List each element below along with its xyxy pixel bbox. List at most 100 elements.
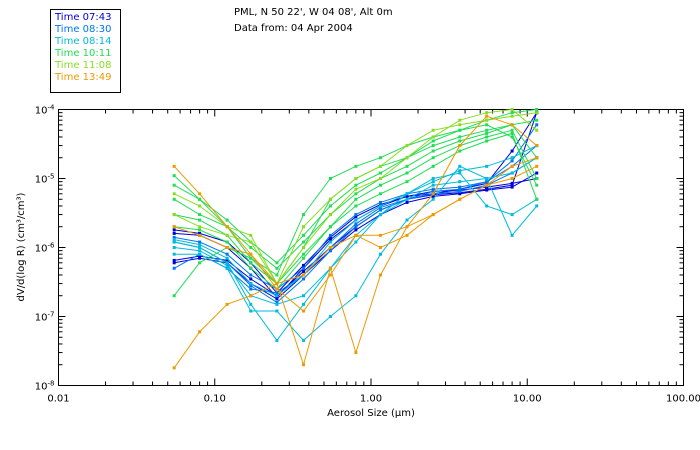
legend-entry: Time 10:11 — [54, 48, 111, 59]
data-point — [302, 338, 306, 342]
series-3 — [172, 144, 539, 342]
data-point — [354, 215, 358, 219]
data-point — [405, 200, 409, 204]
data-point — [354, 164, 358, 168]
data-point — [354, 204, 358, 208]
data-point — [485, 185, 489, 189]
data-point — [458, 123, 462, 127]
legend-entry: Time 08:30 — [54, 24, 111, 35]
data-point — [535, 144, 539, 148]
data-point — [172, 228, 176, 232]
data-point — [510, 213, 514, 217]
y-tick-base: 10 — [35, 382, 48, 393]
data-point — [431, 149, 435, 153]
data-point — [431, 128, 435, 132]
data-point — [302, 363, 306, 367]
data-point — [535, 197, 539, 201]
data-point — [378, 164, 382, 168]
data-point — [378, 200, 382, 204]
y-axis-label: dV/d(log R) (cm³/cm³) — [16, 192, 27, 301]
data-point — [302, 240, 306, 244]
data-point — [378, 156, 382, 160]
y-tick-exponent: -6 — [48, 242, 56, 250]
y-tick-label: 10-6 — [35, 242, 55, 255]
data-point — [172, 213, 176, 217]
x-tick-label: 10.00 — [513, 394, 542, 405]
data-point — [510, 114, 514, 118]
data-point — [458, 135, 462, 139]
data-point — [302, 266, 306, 270]
x-tick-label: 100.00 — [666, 394, 700, 405]
data-point — [354, 192, 358, 196]
data-point — [172, 266, 176, 270]
data-point — [249, 302, 253, 306]
data-point — [510, 111, 514, 115]
data-point — [378, 233, 382, 237]
data-point — [172, 366, 176, 370]
data-point — [431, 183, 435, 187]
data-point — [328, 225, 332, 229]
data-point — [172, 246, 176, 249]
data-point — [275, 309, 279, 313]
y-tick-exponent: -8 — [48, 380, 55, 388]
data-point — [275, 295, 279, 299]
data-point — [328, 273, 332, 277]
y-tick-base: 10 — [35, 175, 48, 186]
data-point — [458, 128, 462, 132]
data-point — [405, 164, 409, 168]
data-point — [249, 256, 253, 260]
y-tick-base: 10 — [35, 244, 48, 255]
data-point — [510, 183, 514, 187]
data-point — [328, 315, 332, 318]
data-point — [510, 128, 514, 132]
x-tick-label: 1.00 — [360, 394, 382, 405]
data-point — [275, 273, 279, 277]
data-point — [249, 246, 253, 249]
x-axis-label: Aerosol Size (µm) — [327, 408, 415, 419]
data-point — [198, 197, 202, 201]
data-point — [225, 263, 229, 267]
data-point — [405, 156, 409, 160]
data-point — [458, 149, 462, 153]
data-point — [172, 258, 176, 262]
data-point — [378, 171, 382, 175]
data-point — [275, 266, 279, 270]
data-point — [249, 233, 253, 237]
data-point — [198, 246, 202, 249]
data-point — [225, 246, 229, 249]
series-6 — [172, 114, 539, 370]
data-point — [510, 159, 514, 163]
data-point — [458, 169, 462, 173]
data-point — [249, 294, 253, 298]
plot-frame — [58, 109, 684, 386]
data-point — [354, 225, 358, 229]
chart-subtitle: Data from: 04 Apr 2004 — [234, 23, 353, 34]
data-point — [354, 218, 358, 222]
series-5 — [172, 108, 539, 286]
data-point — [354, 294, 358, 298]
data-point — [378, 213, 382, 217]
data-point — [354, 183, 358, 187]
y-tick-label: 10-7 — [35, 311, 55, 324]
data-point — [378, 204, 382, 208]
data-point — [354, 233, 358, 237]
legend-box — [50, 9, 121, 93]
data-point — [378, 205, 382, 209]
data-point — [328, 238, 332, 242]
data-point — [225, 302, 229, 306]
data-point — [225, 266, 229, 270]
legend-entry: Time 13:49 — [54, 72, 111, 83]
x-tick-label: 0.01 — [47, 394, 69, 405]
data-point — [275, 302, 279, 306]
data-point — [458, 144, 462, 148]
data-point — [431, 156, 435, 160]
data-point — [302, 273, 306, 277]
data-point — [328, 246, 332, 249]
data-point — [485, 111, 489, 115]
data-point — [198, 192, 202, 196]
y-tick-exponent: -7 — [48, 311, 55, 319]
data-point — [225, 256, 229, 260]
series-line — [174, 178, 537, 299]
data-point — [302, 302, 306, 306]
series-2 — [172, 123, 539, 304]
